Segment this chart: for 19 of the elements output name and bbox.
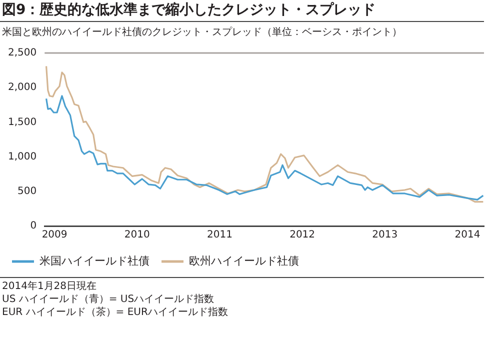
y-tick-label: 500 xyxy=(18,186,37,197)
x-tick-label: 2012 xyxy=(290,230,316,241)
chart-title: 図9：歴史的な低水準まで縮小したクレジット・スプレッド xyxy=(0,0,484,22)
text: EUR ハイイールド（茶）= EURハイイールド指数 xyxy=(2,306,229,319)
legend-label: 欧州ハイイールド社債 xyxy=(189,254,299,268)
x-tick-label: 2014 xyxy=(454,230,480,241)
legend-label: 米国ハイイールド社債 xyxy=(40,254,150,268)
y-tick-label: 2,000 xyxy=(8,82,37,94)
y-tick-label: 2,500 xyxy=(8,48,37,59)
x-tick-label: 2010 xyxy=(124,230,150,241)
y-tick-label: 0 xyxy=(30,220,37,232)
x-tick-label: 2013 xyxy=(372,230,398,241)
y-tick-label: 1,500 xyxy=(8,116,37,128)
y-tick-label: 1,000 xyxy=(8,151,37,162)
chart-subtitle: 米国と欧州のハイイールド社債のクレジット・スプレッド（単位：ベーシス・ポイント） xyxy=(1,26,403,39)
text: 2014年1月28日現在 xyxy=(2,280,98,293)
text: US ハイイールド（青）= USハイイールド指数 xyxy=(2,293,216,306)
x-tick-label: 2011 xyxy=(206,230,232,241)
x-tick-label: 2009 xyxy=(42,230,68,241)
